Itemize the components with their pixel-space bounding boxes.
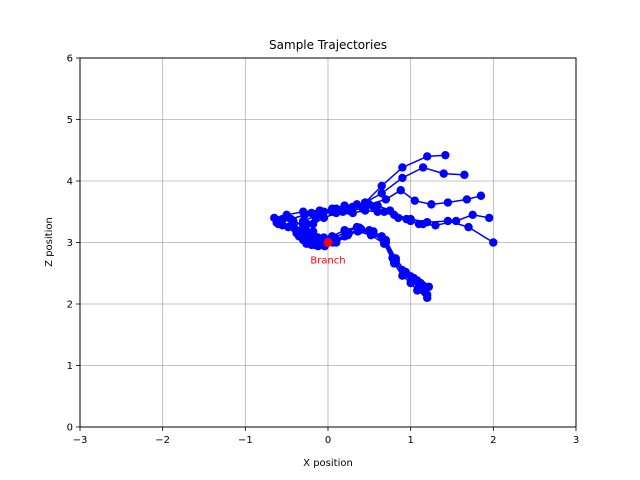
- y-axis-label: Z position: [44, 217, 55, 267]
- trajectory-point: [302, 239, 311, 248]
- x-tick-label: −2: [155, 435, 170, 446]
- trajectory-point: [289, 222, 298, 231]
- trajectory-point: [416, 284, 425, 293]
- trajectory-point: [464, 222, 473, 232]
- trajectory-point: [460, 170, 469, 180]
- trajectory-point: [389, 256, 399, 266]
- trajectory-point: [423, 152, 432, 161]
- trajectory-point: [377, 181, 386, 191]
- branch-point: [323, 238, 333, 247]
- trajectory-point: [398, 173, 407, 183]
- trajectory-point: [476, 191, 486, 200]
- trajectory-point: [431, 221, 440, 230]
- trajectory-point: [385, 206, 395, 215]
- trajectory-point: [377, 189, 386, 198]
- trajectory-point: [485, 213, 494, 223]
- x-axis-label: X position: [303, 458, 353, 469]
- trajectory-point: [343, 230, 353, 240]
- y-tick-label: 3: [67, 238, 73, 249]
- trajectory-point: [408, 277, 417, 287]
- trajectory-point: [427, 200, 436, 209]
- trajectory-point: [468, 210, 477, 220]
- x-tick-label: 0: [325, 435, 331, 446]
- trajectory-point: [402, 214, 411, 224]
- trajectory-point: [423, 290, 432, 299]
- trajectory-point: [332, 238, 341, 247]
- x-tick-label: 1: [407, 435, 413, 446]
- trajectory-point: [439, 169, 448, 178]
- trajectory-point: [398, 163, 407, 172]
- x-tick-label: −1: [238, 435, 253, 446]
- trajectory-point: [489, 238, 498, 247]
- trajectory-point: [399, 270, 409, 279]
- trajectory-point: [313, 210, 323, 220]
- trajectory-point: [381, 195, 391, 204]
- y-tick-label: 2: [67, 300, 73, 311]
- trajectory-point: [307, 208, 316, 218]
- x-tick-label: 3: [573, 435, 579, 446]
- trajectory-point: [410, 196, 419, 205]
- trajectory-point: [344, 204, 353, 213]
- trajectory-point: [299, 216, 308, 226]
- annotation-group: Branch: [310, 238, 346, 267]
- chart-title: Sample Trajectories: [269, 38, 387, 52]
- trajectory-point: [418, 163, 428, 172]
- trajectory-point: [462, 195, 472, 204]
- trajectory-point: [361, 198, 370, 207]
- trajectory-point: [373, 201, 382, 210]
- trajectory-point: [286, 214, 295, 224]
- x-tick-label: 2: [490, 435, 496, 446]
- trajectory-point: [327, 207, 337, 216]
- trajectory-point: [451, 216, 461, 226]
- trajectory-point: [373, 207, 382, 216]
- trajectory-point: [310, 240, 319, 250]
- y-tick-label: 6: [67, 54, 73, 65]
- trajectory-point: [380, 237, 389, 246]
- y-tick-label: 4: [67, 177, 73, 188]
- y-tick-label: 1: [67, 361, 73, 372]
- trajectory-point: [274, 219, 283, 229]
- trajectory-point: [443, 198, 453, 207]
- branch-annotation: Branch: [310, 256, 345, 267]
- axis-ticks: −3 −2 −1 0 1 2 3 0 1 2 3 4 5 6: [67, 54, 580, 447]
- x-tick-label: −3: [73, 435, 88, 446]
- y-tick-label: 0: [67, 423, 73, 434]
- trajectory-point: [396, 186, 405, 195]
- trajectory-point: [368, 229, 377, 239]
- trajectory-point: [355, 226, 364, 235]
- trajectory-point: [441, 150, 450, 160]
- trajectory-point: [294, 232, 304, 241]
- trajectory-point: [414, 219, 424, 229]
- trajectory-point: [424, 282, 434, 291]
- trajectory-point: [308, 219, 318, 229]
- series-group: [270, 150, 498, 303]
- y-tick-label: 5: [67, 115, 73, 126]
